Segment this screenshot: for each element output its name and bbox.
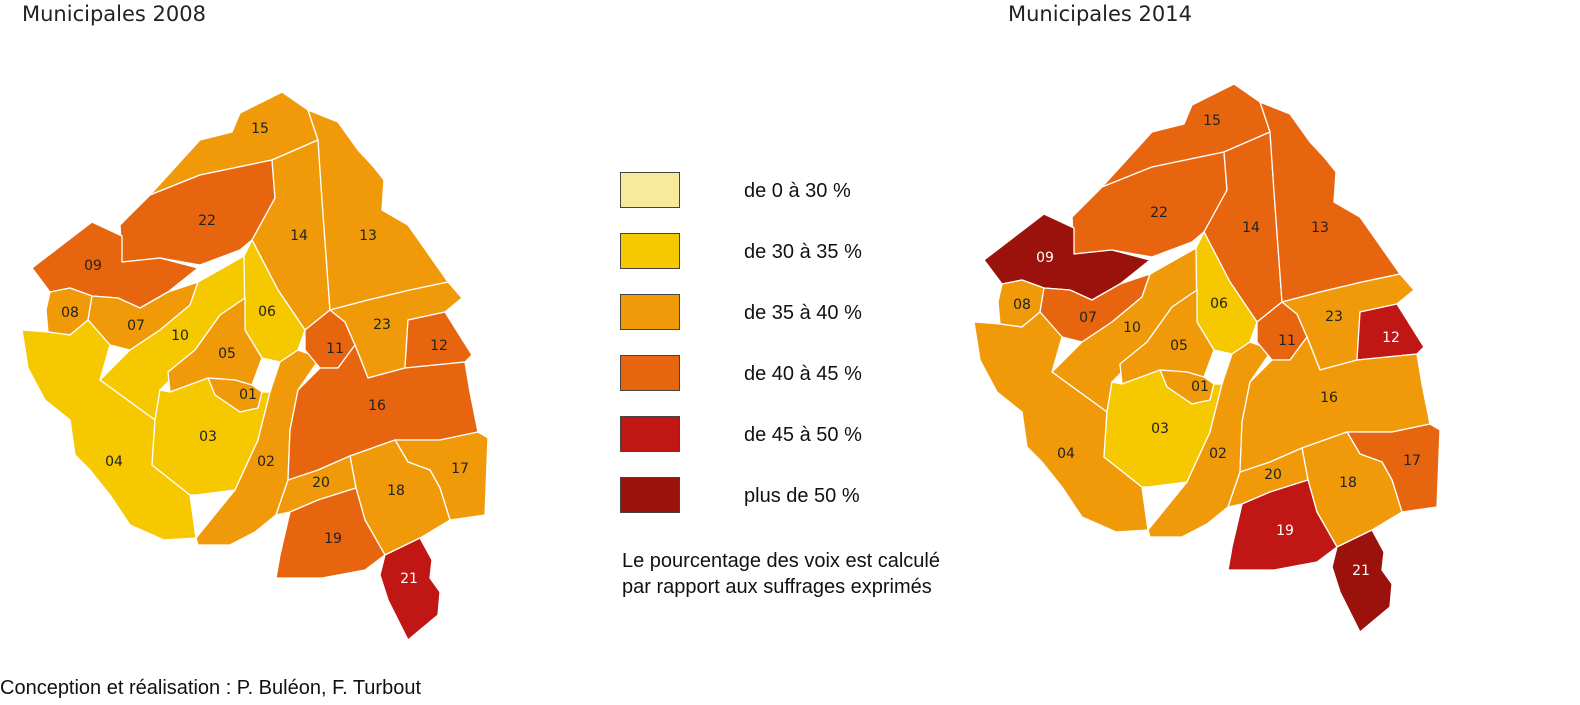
district-19-2008 xyxy=(275,487,386,579)
district-label-08: 08 xyxy=(1013,297,1031,313)
district-label-12: 12 xyxy=(1382,330,1400,346)
district-label-02: 02 xyxy=(257,454,275,470)
district-label-07: 07 xyxy=(127,318,145,334)
district-label-23: 23 xyxy=(373,317,391,333)
legend-swatch-50-plus xyxy=(620,477,680,513)
district-label-15: 15 xyxy=(251,121,269,137)
district-21-2008 xyxy=(379,537,441,641)
district-label-14: 14 xyxy=(1242,220,1260,236)
district-label-14: 14 xyxy=(290,228,308,244)
district-label-10: 10 xyxy=(171,328,189,344)
district-03-2008 xyxy=(151,377,271,496)
district-label-12: 12 xyxy=(430,338,448,354)
district-label-11: 11 xyxy=(326,341,344,357)
district-label-02: 02 xyxy=(1209,446,1227,462)
legend-item: de 0 à 30 % xyxy=(620,172,950,212)
district-13-2014 xyxy=(1259,101,1401,303)
district-label-21: 21 xyxy=(1352,563,1370,579)
district-label-16: 16 xyxy=(368,398,386,414)
legend-note: Le pourcentage des voix est calculé par … xyxy=(622,548,940,600)
district-label-22: 22 xyxy=(198,213,216,229)
district-label-01: 01 xyxy=(239,387,257,403)
legend-swatch-30-35 xyxy=(620,233,680,269)
district-label-20: 20 xyxy=(312,475,330,491)
district-label-05: 05 xyxy=(1170,338,1188,354)
district-label-22: 22 xyxy=(1150,205,1168,221)
district-label-11: 11 xyxy=(1278,333,1296,349)
district-label-04: 04 xyxy=(105,454,123,470)
district-label-13: 13 xyxy=(359,228,377,244)
legend-label: de 0 à 30 % xyxy=(744,180,851,202)
legend-swatch-45-50 xyxy=(620,416,680,452)
district-label-09: 09 xyxy=(84,258,102,274)
district-label-03: 03 xyxy=(199,429,217,445)
district-19-2014 xyxy=(1227,479,1338,571)
district-label-23: 23 xyxy=(1325,309,1343,325)
legend-item: de 30 à 35 % xyxy=(620,233,950,273)
district-label-06: 06 xyxy=(258,304,276,320)
district-label-17: 17 xyxy=(1403,453,1421,469)
map-title-2008: Municipales 2008 xyxy=(22,2,206,26)
district-label-19: 19 xyxy=(1276,523,1294,539)
legend-label: de 35 à 40 % xyxy=(744,302,862,324)
legend-label: de 45 à 50 % xyxy=(744,424,862,446)
district-12-2008 xyxy=(404,311,473,369)
district-12-2014 xyxy=(1356,303,1425,361)
district-label-20: 20 xyxy=(1264,467,1282,483)
map-title-2014: Municipales 2014 xyxy=(1008,2,1192,26)
district-label-18: 18 xyxy=(387,483,405,499)
district-13-2008 xyxy=(307,109,449,311)
district-label-19: 19 xyxy=(324,531,342,547)
note-line-1: Le pourcentage des voix est calculé xyxy=(622,550,940,572)
legend-swatch-0-30 xyxy=(620,172,680,208)
district-label-18: 18 xyxy=(1339,475,1357,491)
district-label-17: 17 xyxy=(451,461,469,477)
note-line-2: par rapport aux suffrages exprimés xyxy=(622,576,932,598)
legend-label: de 30 à 35 % xyxy=(744,241,862,263)
legend-swatch-40-45 xyxy=(620,355,680,391)
legend-item: de 40 à 45 % xyxy=(620,355,950,395)
district-label-10: 10 xyxy=(1123,320,1141,336)
legend-label: de 40 à 45 % xyxy=(744,363,862,385)
district-label-08: 08 xyxy=(61,305,79,321)
district-label-09: 09 xyxy=(1036,250,1054,266)
district-label-07: 07 xyxy=(1079,310,1097,326)
district-label-03: 03 xyxy=(1151,421,1169,437)
district-label-04: 04 xyxy=(1057,446,1075,462)
legend-item: plus de 50 % xyxy=(620,477,950,517)
district-03-2014 xyxy=(1103,369,1223,488)
legend-item: de 45 à 50 % xyxy=(620,416,950,456)
district-label-21: 21 xyxy=(400,571,418,587)
district-label-05: 05 xyxy=(218,346,236,362)
legend-item: de 35 à 40 % xyxy=(620,294,950,334)
district-label-01: 01 xyxy=(1191,379,1209,395)
district-label-06: 06 xyxy=(1210,296,1228,312)
legend-swatch-35-40 xyxy=(620,294,680,330)
district-label-15: 15 xyxy=(1203,113,1221,129)
district-label-13: 13 xyxy=(1311,220,1329,236)
district-21-2014 xyxy=(1331,529,1393,633)
legend-label: plus de 50 % xyxy=(744,485,860,507)
district-label-16: 16 xyxy=(1320,390,1338,406)
credit-line: Conception et réalisation : P. Buléon, F… xyxy=(0,677,422,699)
